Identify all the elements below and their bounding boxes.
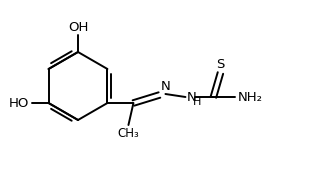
- Text: S: S: [216, 58, 225, 71]
- Text: CH₃: CH₃: [118, 127, 139, 140]
- Text: HO: HO: [9, 96, 30, 110]
- Text: N: N: [186, 90, 196, 104]
- Text: NH₂: NH₂: [238, 90, 262, 104]
- Text: H: H: [192, 97, 201, 107]
- Text: N: N: [161, 80, 170, 93]
- Text: OH: OH: [68, 21, 88, 34]
